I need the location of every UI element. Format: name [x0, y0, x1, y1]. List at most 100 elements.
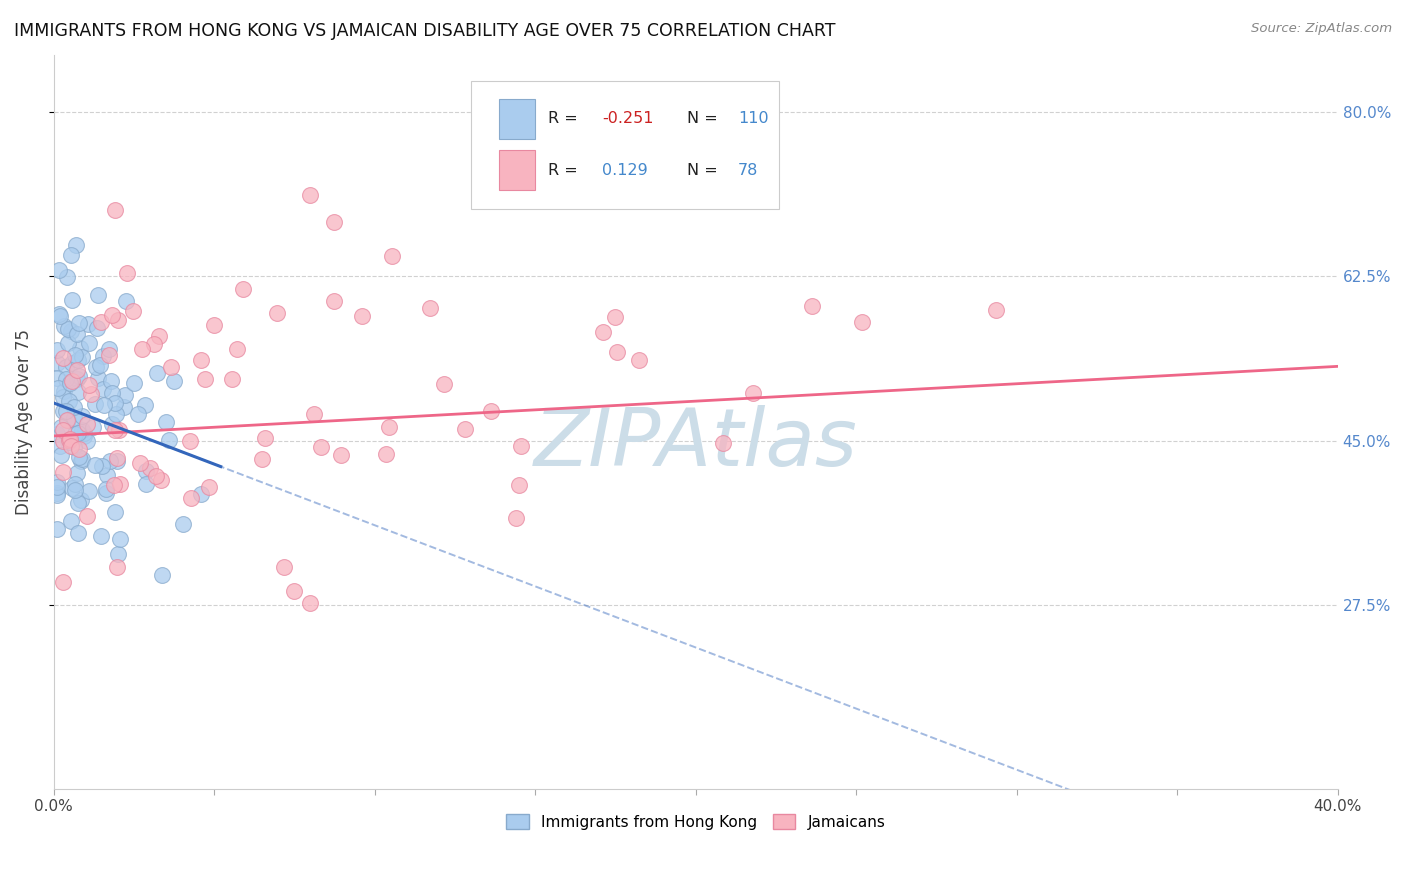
Point	[58, 412, 80, 426]
Point	[52, 384, 75, 398]
Point	[742, 386, 765, 401]
Point	[94, 486, 117, 500]
Point	[129, 457, 152, 471]
Point	[56, 435, 79, 450]
Point	[76, 434, 98, 448]
Point	[46, 356, 69, 370]
Point	[66, 372, 89, 386]
Point	[53, 318, 76, 333]
Point	[72, 429, 94, 443]
Point	[91, 382, 114, 396]
Point	[104, 396, 127, 410]
Point	[298, 188, 321, 202]
Point	[100, 374, 122, 388]
Point	[67, 369, 90, 384]
Point	[63, 410, 86, 425]
Point	[104, 407, 127, 421]
Text: -0.251: -0.251	[602, 112, 654, 127]
Point	[253, 431, 276, 445]
Point	[419, 301, 441, 316]
Point	[60, 293, 83, 307]
Point	[65, 348, 87, 362]
Point	[48, 263, 70, 277]
Point	[46, 343, 69, 357]
Point	[66, 467, 89, 481]
Point	[51, 420, 73, 434]
Point	[800, 299, 823, 313]
Point	[112, 401, 135, 415]
Point	[60, 324, 83, 338]
Point	[179, 434, 201, 449]
Point	[101, 386, 124, 401]
Point	[66, 526, 89, 541]
Text: ZIPAtlas: ZIPAtlas	[534, 405, 858, 483]
Point	[509, 439, 531, 453]
Point	[105, 451, 128, 466]
Point	[298, 596, 321, 610]
Point	[309, 440, 332, 454]
Point	[433, 377, 456, 392]
Point	[46, 381, 69, 395]
Point	[108, 423, 131, 437]
Point	[59, 376, 82, 390]
Point	[104, 202, 127, 217]
Point	[273, 560, 295, 574]
Point	[48, 439, 70, 453]
Point	[77, 377, 100, 392]
FancyBboxPatch shape	[499, 150, 536, 191]
Text: IMMIGRANTS FROM HONG KONG VS JAMAICAN DISABILITY AGE OVER 75 CORRELATION CHART: IMMIGRANTS FROM HONG KONG VS JAMAICAN DI…	[14, 22, 835, 40]
Point	[142, 337, 165, 351]
Point	[232, 282, 254, 296]
Point	[72, 409, 94, 424]
Point	[155, 415, 177, 429]
Point	[77, 317, 100, 331]
Point	[60, 356, 83, 370]
Point	[84, 458, 107, 473]
Point	[72, 351, 94, 365]
Point	[48, 307, 70, 321]
Point	[96, 467, 118, 482]
Point	[84, 397, 107, 411]
Point	[190, 353, 212, 368]
Point	[104, 423, 127, 437]
Point	[115, 266, 138, 280]
Point	[107, 547, 129, 561]
Point	[592, 325, 614, 339]
Point	[122, 303, 145, 318]
Point	[93, 398, 115, 412]
Point	[127, 407, 149, 421]
Point	[76, 417, 98, 431]
Point	[135, 464, 157, 478]
Point	[159, 360, 181, 375]
Text: 78: 78	[738, 162, 758, 178]
Point	[76, 508, 98, 523]
Text: N =: N =	[686, 162, 723, 178]
Point	[77, 335, 100, 350]
Point	[72, 452, 94, 467]
Point	[221, 372, 243, 386]
Point	[172, 516, 194, 531]
Point	[86, 360, 108, 375]
Point	[52, 465, 75, 479]
Point	[266, 305, 288, 319]
Point	[105, 560, 128, 574]
Point	[67, 316, 90, 330]
Point	[63, 440, 86, 454]
Point	[378, 420, 401, 434]
Point	[66, 326, 89, 341]
Point	[135, 476, 157, 491]
Point	[55, 359, 77, 374]
Point	[163, 374, 186, 388]
Point	[202, 318, 225, 332]
Point	[98, 348, 121, 362]
Point	[375, 447, 398, 461]
Point	[322, 215, 344, 229]
Point	[69, 341, 91, 355]
Point	[122, 376, 145, 390]
Point	[72, 423, 94, 437]
Point	[190, 487, 212, 501]
Point	[46, 427, 69, 442]
Point	[46, 521, 69, 535]
Point	[100, 308, 122, 322]
Point	[150, 567, 173, 582]
